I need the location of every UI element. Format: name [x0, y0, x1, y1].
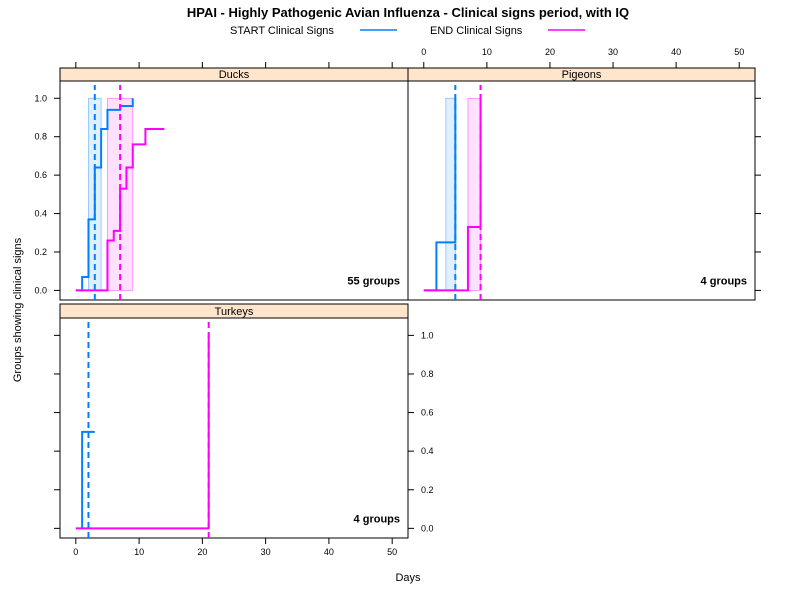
y-tick-label-right: 1.0 [421, 330, 434, 340]
x-tick-label-bottom: 10 [134, 547, 144, 557]
panel-frame [407, 80, 756, 301]
y-tick-label-left: 0.6 [34, 170, 47, 180]
y-tick-label-right: 0.4 [421, 446, 434, 456]
group-count-label: 55 groups [347, 276, 400, 288]
panel-frame [59, 317, 409, 539]
group-count-label: 4 groups [701, 276, 747, 288]
y-tick-label-left: 0.2 [34, 247, 47, 257]
iq-band-start [445, 97, 456, 291]
y-tick-label-left: 1.0 [34, 93, 47, 103]
panel-strip-label: Turkeys [215, 306, 254, 318]
group-count-label: 4 groups [354, 514, 400, 526]
legend: START Clinical Signs END Clinical Signs [230, 25, 585, 37]
x-tick-label-top: 50 [734, 47, 744, 57]
y-tick-label-left: 0.8 [34, 132, 47, 142]
series-line-end [75, 128, 165, 292]
x-tick-label-top: 20 [545, 47, 555, 57]
panel-turkeys: Turkeys 4 groups [59, 303, 409, 539]
panel-strip-label: Ducks [219, 69, 250, 81]
x-tick-label-bottom: 40 [324, 547, 334, 557]
x-tick-label-bottom: 50 [387, 547, 397, 557]
series-line-start [81, 430, 95, 529]
x-tick-label-top: 10 [482, 47, 492, 57]
y-tick-label-right: 0.8 [421, 369, 434, 379]
x-tick-label-bottom: 30 [261, 547, 271, 557]
panel-pigeons: Pigeons 4 groups [407, 67, 756, 301]
x-tick-label-bottom: 0 [73, 547, 78, 557]
legend-label-start: START Clinical Signs [230, 25, 334, 37]
y-tick-label-right: 0.6 [421, 408, 434, 418]
legend-label-end: END Clinical Signs [430, 25, 523, 37]
x-tick-label-bottom: 20 [197, 547, 207, 557]
panel-strip-label: Pigeons [562, 69, 602, 81]
x-tick-label-top: 40 [671, 47, 681, 57]
chart-title: HPAI - Highly Pathogenic Avian Influenza… [187, 5, 629, 20]
x-axis-title: Days [395, 572, 421, 584]
y-tick-label-right: 0.0 [421, 523, 434, 533]
panels: Ducks 55 groups Pigeons 4 groups Turkeys 4 gr… [34, 47, 761, 557]
series-line-end [75, 335, 210, 530]
iq-band-end [467, 97, 481, 291]
y-axis-title: Groups showing clinical signs [12, 237, 24, 382]
y-tick-label-left: 0.4 [34, 209, 47, 219]
x-tick-label-top: 30 [608, 47, 618, 57]
y-tick-label-left: 0.0 [34, 285, 47, 295]
panel-ducks: Ducks 55 groups [59, 67, 409, 301]
y-tick-label-right: 0.2 [421, 485, 434, 495]
x-tick-label-top: 0 [421, 47, 426, 57]
